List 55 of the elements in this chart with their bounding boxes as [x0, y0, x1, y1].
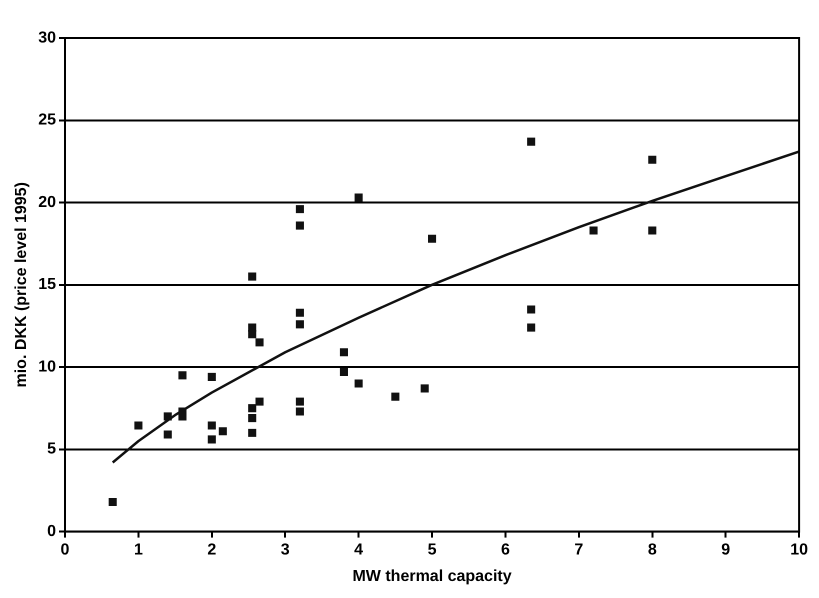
- point: [208, 421, 216, 430]
- point: [164, 412, 172, 420]
- point: [428, 234, 436, 243]
- x-tick-label: 10: [790, 542, 808, 559]
- point: [354, 379, 363, 388]
- x-tick-label: 8: [648, 542, 657, 559]
- point: [340, 368, 348, 376]
- point: [208, 372, 216, 381]
- point: [527, 324, 536, 332]
- point: [354, 194, 363, 202]
- point: [108, 498, 117, 506]
- point: [296, 398, 304, 406]
- point: [590, 226, 598, 235]
- point: [218, 427, 227, 436]
- point: [256, 338, 264, 346]
- point: [391, 392, 400, 401]
- x-tick-label: 6: [501, 542, 510, 559]
- point: [248, 428, 256, 437]
- x-tick-label: 3: [280, 542, 290, 559]
- y-tick-label: 30: [38, 29, 56, 46]
- point: [296, 320, 304, 328]
- point: [527, 305, 536, 314]
- point: [256, 398, 264, 406]
- point: [296, 205, 304, 214]
- point: [248, 414, 256, 422]
- point: [208, 435, 216, 444]
- x-tick-label: 1: [134, 542, 143, 559]
- point: [648, 156, 656, 164]
- x-tick-label: 4: [354, 542, 364, 559]
- point: [296, 407, 304, 416]
- point: [420, 384, 429, 392]
- point: [340, 348, 348, 356]
- point: [648, 226, 656, 235]
- point: [296, 222, 304, 230]
- point: [248, 330, 256, 338]
- y-tick-label: 25: [38, 112, 56, 129]
- point: [248, 404, 256, 412]
- x-tick-label: 5: [428, 542, 437, 559]
- y-tick-label: 10: [38, 358, 56, 376]
- y-tick-label: 15: [38, 276, 56, 294]
- y-axis-title: mio. DKK (price level 1995): [13, 182, 30, 388]
- point: [134, 421, 142, 430]
- x-tick-label: 0: [60, 542, 70, 559]
- x-axis-title: MW thermal capacity: [352, 568, 512, 585]
- y-tick-label: 0: [47, 523, 56, 540]
- y-tick-label: 5: [47, 440, 56, 458]
- x-tick-label: 2: [207, 542, 216, 559]
- point: [527, 138, 536, 146]
- x-tick-label: 9: [721, 542, 730, 559]
- point: [296, 308, 304, 317]
- x-tick-label: 7: [574, 542, 584, 559]
- point: [248, 272, 256, 281]
- y-tick-label: 20: [38, 194, 56, 211]
- point: [164, 430, 172, 439]
- point: [178, 371, 186, 380]
